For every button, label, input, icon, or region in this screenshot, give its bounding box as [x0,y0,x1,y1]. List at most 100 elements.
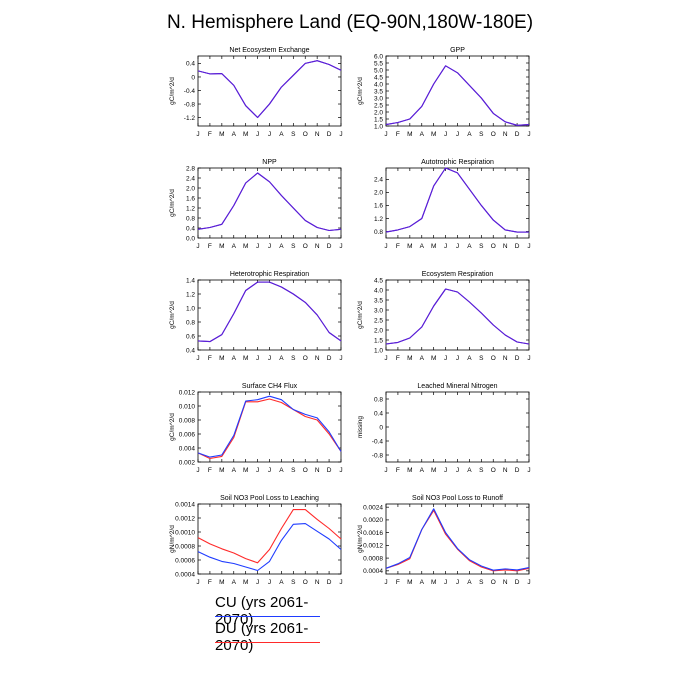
plot-frame [385,503,530,575]
figure-title: N. Hemisphere Land (EQ-90N,180W-180E) [166,12,534,33]
x-tick-label: O [491,355,496,362]
x-tick-label: J [456,131,459,138]
y-axis-label: gC/m^2/d [169,413,176,441]
x-tick-label: A [420,467,425,474]
y-tick-label: 0.0 [186,235,195,242]
x-tick-label: M [243,355,248,362]
x-tick-label: J [527,579,530,586]
x-tick-label: D [327,131,332,138]
panel-soil-no3-pool-loss-to-runoff: Soil NO3 Pool Loss to Runoff 0.0004 0.0008… [357,495,531,586]
x-tick-label: J [444,467,447,474]
x-tick-label: M [431,355,436,362]
x-tick-label: M [407,579,412,586]
y-tick-label: 0.0006 [175,557,195,564]
plot-frame [197,391,342,463]
y-tick-label: 4.5 [374,277,383,284]
panel-title: Autotrophic Respiration [421,159,494,166]
x-tick-label: F [208,131,212,138]
plot-frame [385,55,530,127]
y-axis-label: gC/m^2/d [169,77,176,105]
x-tick-label: J [339,579,342,586]
y-tick-label: 2.5 [374,102,383,109]
x-tick-label: J [444,355,447,362]
x-tick-label: O [303,467,308,474]
panel-title: Leached Mineral Nitrogen [417,383,497,390]
y-tick-label: 4.5 [374,74,383,81]
series-line-du [385,509,530,572]
x-tick-label: J [196,579,199,586]
panel-net-ecosystem-exchange: Net Ecosystem Exchange 0.4 0 -0.4 -0.8 -1.2 J F… [169,47,343,138]
x-tick-label: J [456,467,459,474]
x-tick-label: J [527,355,530,362]
y-tick-label: 0.4 [186,347,195,354]
x-tick-label: J [339,131,342,138]
panel-autotrophic-respiration: Autotrophic Respiration 0.8 1.2 1.6 2.0 2.4 J F… [374,159,531,250]
panel-title: GPP [450,47,465,54]
y-tick-label: -0.4 [372,438,384,445]
x-tick-label: J [444,243,447,250]
x-tick-label: O [491,467,496,474]
x-tick-label: N [315,243,320,250]
x-tick-label: M [219,131,224,138]
x-tick-label: J [256,355,259,362]
y-tick-label: 0.0024 [363,504,383,511]
x-tick-label: D [515,355,520,362]
y-tick-label: 1.2 [186,291,195,298]
x-tick-label: A [420,579,425,586]
plot-frame [197,167,342,239]
x-tick-label: J [256,243,259,250]
plot-frame [385,279,530,351]
x-tick-label: S [479,243,484,250]
x-tick-label: S [479,467,484,474]
x-tick-label: J [527,243,530,250]
x-tick-label: A [467,579,472,586]
x-tick-label: A [420,243,425,250]
x-tick-label: N [315,467,320,474]
series-line-cu [385,288,530,345]
y-tick-label: 2.4 [186,175,195,182]
x-tick-label: M [219,243,224,250]
x-tick-label: A [279,243,284,250]
x-tick-label: O [491,243,496,250]
y-tick-label: 0.008 [179,417,196,424]
series-line-cu [197,60,342,119]
x-tick-label: S [291,131,296,138]
y-tick-label: 2.8 [186,165,195,172]
x-tick-label: S [291,467,296,474]
y-axis-label: gN/m^2/d [357,525,364,553]
x-tick-label: A [232,131,237,138]
x-tick-label: J [384,243,387,250]
x-tick-label: N [503,579,508,586]
x-tick-label: N [315,579,320,586]
y-tick-label: 1.5 [374,116,383,123]
y-tick-label: 3.5 [374,88,383,95]
x-tick-label: M [243,243,248,250]
x-tick-label: S [479,355,484,362]
y-tick-label: 0.8 [374,396,383,403]
legend-entry-du: DU (yrs 2061-2070) [215,620,309,654]
y-axis-label: gC/m^2/d [357,301,364,329]
x-tick-label: M [219,467,224,474]
x-tick-label: D [515,131,520,138]
plot-frame [385,391,530,463]
x-tick-label: A [467,243,472,250]
series-line-du [197,60,342,119]
x-tick-label: N [315,355,320,362]
x-tick-label: J [527,467,530,474]
x-tick-label: J [456,355,459,362]
x-tick-label: J [256,467,259,474]
x-tick-label: J [268,243,271,250]
y-tick-label: 0.0004 [175,571,195,578]
y-tick-label: 2.0 [374,327,383,334]
x-tick-label: J [456,243,459,250]
legend-entry-cu: CU (yrs 2061-2070) [215,594,309,628]
y-tick-label: 2.0 [374,109,383,116]
panel-title: Net Ecosystem Exchange [229,47,309,54]
x-tick-label: J [268,355,271,362]
y-tick-label: 1.6 [186,195,195,202]
y-tick-label: 0 [191,74,195,81]
y-tick-label: 0.002 [179,459,196,466]
y-tick-label: 2.0 [374,190,383,197]
y-tick-label: 0.0016 [363,530,383,537]
